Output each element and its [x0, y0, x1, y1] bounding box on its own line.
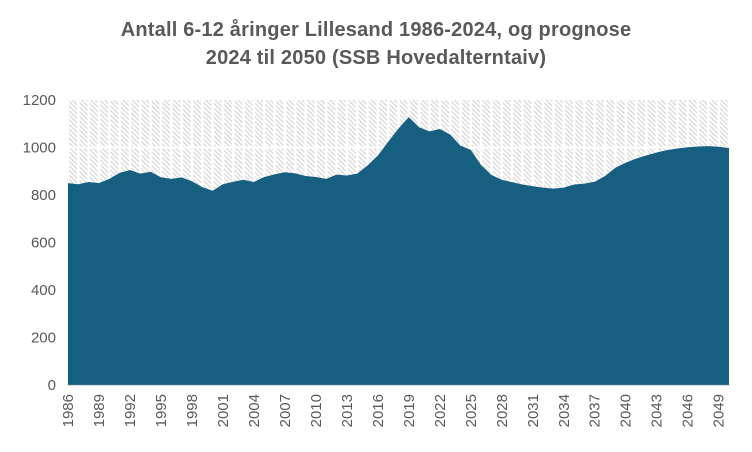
y-axis-tick-label: 0 — [48, 377, 56, 394]
chart-title-line1: Antall 6-12 åringer Lillesand 1986-2024,… — [120, 19, 632, 41]
y-axis-tick-label: 200 — [31, 330, 56, 347]
x-axis-tick-label: 1998 — [184, 394, 201, 427]
x-axis-tick-label: 2016 — [370, 394, 387, 427]
y-axis-tick-label: 400 — [31, 282, 56, 299]
x-axis: 1986 1989 1992 1995 1998 2001 2004 2007 2010 2013… — [60, 394, 728, 427]
y-axis-tick-label: 1200 — [23, 92, 56, 109]
x-axis-tick-label: 2019 — [401, 394, 418, 427]
x-axis-tick-label: 2049 — [711, 394, 728, 427]
x-axis-tick-label: 1995 — [153, 394, 170, 427]
x-axis-tick-label: 2004 — [246, 394, 263, 427]
x-axis-tick-label: 1986 — [60, 394, 77, 427]
y-axis: 0 200 400 600 800 1000 1200 — [23, 92, 56, 394]
y-axis-tick-label: 1000 — [23, 140, 56, 157]
x-axis-tick-label: 2037 — [587, 394, 604, 427]
chart-title: Antall 6-12 åringer Lillesand 1986-2024,… — [0, 16, 752, 72]
x-axis-tick-label: 2046 — [680, 394, 697, 427]
x-axis-tick-label: 2040 — [618, 394, 635, 427]
x-axis-tick-label: 2025 — [463, 394, 480, 427]
x-axis-tick-label: 2001 — [215, 394, 232, 427]
x-axis-tick-label: 2022 — [432, 394, 449, 427]
x-axis-tick-label: 2028 — [494, 394, 511, 427]
x-axis-tick-label: 2013 — [339, 394, 356, 427]
x-axis-tick-label: 2031 — [525, 394, 542, 427]
y-axis-tick-label: 600 — [31, 235, 56, 252]
x-axis-tick-label: 2007 — [277, 394, 294, 427]
x-axis-tick-label: 2034 — [556, 394, 573, 427]
chart-title-line2: 2024 til 2050 (SSB Hovedalterntaiv) — [205, 47, 547, 69]
x-axis-tick-label: 2010 — [308, 394, 325, 427]
x-axis-tick-label: 2043 — [649, 394, 666, 427]
x-axis-tick-label: 1992 — [122, 394, 139, 427]
y-axis-tick-label: 800 — [31, 187, 56, 204]
x-axis-tick-label: 1989 — [91, 394, 108, 427]
area-series — [68, 117, 729, 385]
